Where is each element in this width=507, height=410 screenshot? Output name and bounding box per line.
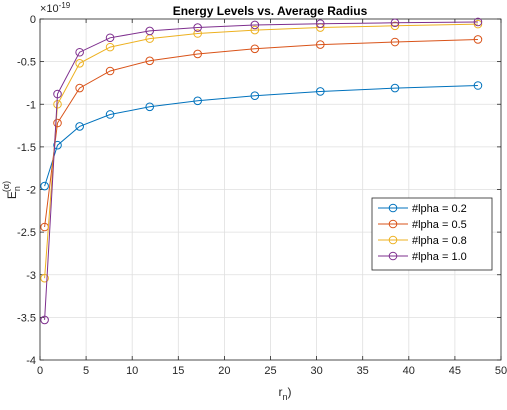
y-exponent-base: ×10: [40, 3, 59, 15]
data-point: [193, 23, 202, 32]
y-axis-label: En(α): [1, 181, 22, 199]
data-point: [53, 118, 62, 128]
data-point: [53, 89, 62, 99]
data-point: [75, 122, 84, 131]
legend-entry: #lpha = 0.2: [378, 203, 467, 215]
y-tick-label: -3: [26, 270, 36, 282]
y-axis-label-main: E: [5, 191, 19, 199]
data-point: [40, 315, 49, 325]
series-line: [44, 21, 478, 320]
data-point: [193, 49, 202, 59]
x-tick-label: 35: [357, 365, 369, 377]
y-tick-label: -0.5: [17, 57, 36, 69]
data-point: [315, 40, 325, 49]
x-tick-label: 10: [126, 365, 138, 377]
data-point: [145, 56, 155, 66]
x-tick-label: 25: [264, 365, 276, 377]
data-point: [250, 44, 260, 54]
legend-marker: [388, 235, 398, 245]
data-point: [390, 18, 400, 28]
series-layer: [40, 17, 483, 325]
data-point: [105, 110, 115, 119]
x-tick-label: 50: [495, 365, 507, 377]
y-tick-label: -4: [26, 355, 36, 367]
y-axis-label-sub: n: [12, 186, 22, 191]
x-tick-label: 5: [83, 365, 89, 377]
x-tick-label: 40: [403, 365, 415, 377]
legend-label: #lpha = 1.0: [412, 251, 467, 263]
data-point: [390, 37, 400, 47]
y-tick-label: -2: [26, 185, 36, 197]
legend-marker: [388, 203, 398, 213]
data-point: [40, 273, 49, 283]
x-tick-label: 20: [218, 365, 230, 377]
legend: #lpha = 0.2 #lpha = 0.5 #lpha = 0.8 #lpha =…: [371, 197, 493, 271]
data-point: [315, 87, 325, 96]
y-tick-label: -2.5: [17, 227, 36, 239]
chart-title: Energy Levels vs. Average Radius: [173, 4, 368, 18]
x-tick-label: 15: [172, 365, 184, 377]
data-point: [250, 25, 260, 35]
data-point: [250, 91, 260, 101]
y-exponent-power: -19: [59, 1, 71, 10]
data-point: [75, 59, 84, 68]
x-tick-label: 45: [449, 365, 461, 377]
axis-ticks: 0 5 10 15 20 25 30 35 40 45 50 0 -0.5 -1 -1.5 -2 -2.5 -3 -…: [17, 14, 507, 377]
data-point: [193, 29, 202, 38]
data-point: [40, 181, 49, 191]
x-axis-label-main: r: [278, 385, 282, 399]
y-tick-label: 0: [30, 14, 36, 26]
legend-entry: #lpha = 1.0: [378, 251, 467, 263]
x-axis-label-sub: n: [282, 392, 287, 402]
series-3: [40, 19, 483, 283]
y-exponent: ×10-19: [40, 1, 71, 15]
series-line: [44, 85, 478, 187]
legend-entry: #lpha = 0.8: [378, 235, 467, 247]
legend-box: [371, 197, 493, 271]
y-tick-label: -1.5: [17, 142, 36, 154]
x-tick-label: 0: [37, 365, 43, 377]
data-point: [473, 17, 483, 27]
legend-label: #lpha = 0.8: [412, 235, 467, 247]
legend-entry: #lpha = 0.5: [378, 219, 467, 231]
data-point: [53, 140, 62, 150]
legend-marker: [388, 219, 398, 229]
data-point: [105, 66, 115, 76]
series-1: [40, 81, 483, 191]
data-point: [390, 21, 400, 31]
legend-label: #lpha = 0.5: [412, 219, 467, 231]
y-axis-label-sup: (α): [1, 181, 11, 192]
x-axis-label: rn): [278, 385, 291, 402]
data-point: [105, 33, 115, 43]
data-point: [75, 83, 84, 93]
data-point: [315, 19, 325, 28]
data-point: [390, 83, 400, 93]
data-point: [145, 26, 155, 36]
data-point: [193, 96, 202, 106]
legend-marker: [388, 251, 398, 261]
data-point: [473, 19, 483, 29]
data-point: [105, 42, 115, 52]
x-tick-label: 30: [310, 365, 322, 377]
x-axis-label-suffix: ): [288, 385, 292, 399]
data-point: [473, 81, 483, 90]
y-tick-label: -3.5: [17, 312, 36, 324]
series-4: [40, 17, 483, 325]
legend-label: #lpha = 0.2: [412, 203, 467, 215]
data-point: [473, 35, 483, 44]
data-point: [145, 102, 155, 112]
series-line: [44, 39, 478, 228]
series-2: [40, 35, 483, 232]
series-line: [44, 23, 478, 279]
y-tick-label: -1: [26, 99, 36, 111]
data-point: [250, 20, 260, 30]
data-point: [75, 47, 84, 57]
